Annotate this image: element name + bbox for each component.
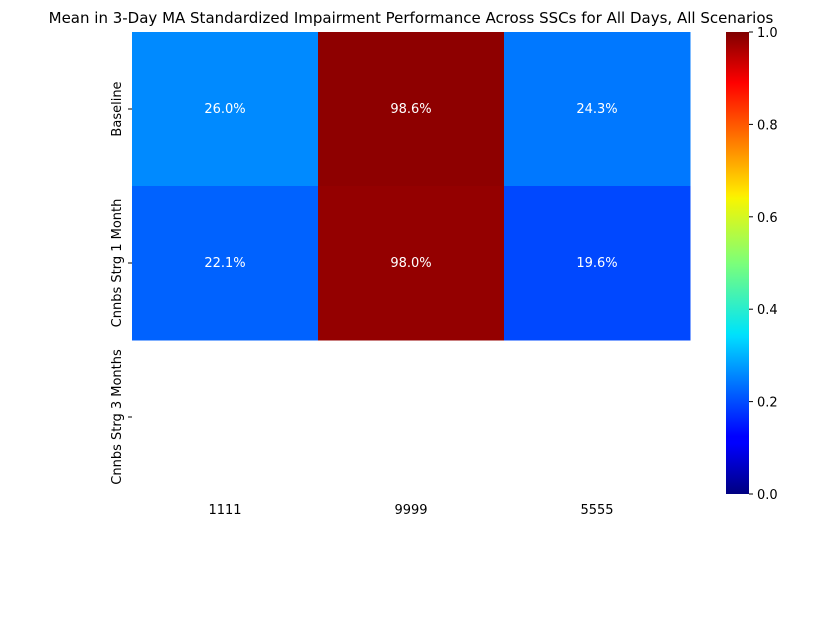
cell-annotations: 26.0% 98.6% 24.3% 22.1% 98.0% 19.6%: [204, 102, 617, 271]
heatmap-cells: [132, 32, 691, 341]
cell-annotation: 24.3%: [576, 102, 617, 117]
x-axis: 1111 9999 5555: [208, 503, 613, 518]
cell-annotation: 98.6%: [390, 102, 431, 117]
cell-annotation: 98.0%: [390, 256, 431, 271]
colorbar: 0.0 0.2 0.4 0.6 0.8 1.0: [726, 26, 778, 503]
colorbar-tick-label: 0.6: [757, 211, 778, 226]
heatmap-cell: [132, 186, 319, 341]
y-tick-label: Cnnbs Strg 1 Month: [110, 199, 125, 328]
heatmap-cell: [318, 32, 505, 187]
chart-title: Mean in 3-Day MA Standardized Impairment…: [49, 9, 774, 27]
x-tick-label: 1111: [208, 503, 241, 518]
cell-annotation: 19.6%: [576, 256, 617, 271]
x-tick-label: 9999: [394, 503, 427, 518]
y-tick-label: Baseline: [110, 81, 125, 136]
heatmap-cell: [132, 32, 319, 187]
cell-annotation: 22.1%: [204, 256, 245, 271]
colorbar-tick-label: 1.0: [757, 26, 778, 41]
colorbar-tick-label: 0.4: [757, 303, 778, 318]
heatmap-cell: [504, 186, 691, 341]
y-tick-label: Cnnbs Strg 3 Months: [110, 349, 125, 485]
colorbar-tick-label: 0.8: [757, 118, 778, 133]
colorbar-gradient: [726, 32, 749, 494]
heatmap-cell: [504, 32, 691, 187]
heatmap-cell: [318, 186, 505, 341]
colorbar-tick-label: 0.2: [757, 396, 778, 411]
cell-annotation: 26.0%: [204, 102, 245, 117]
colorbar-tick-label: 0.0: [757, 488, 778, 503]
y-axis: Baseline Cnnbs Strg 1 Month Cnnbs Strg 3 M…: [110, 81, 132, 485]
x-tick-label: 5555: [580, 503, 613, 518]
